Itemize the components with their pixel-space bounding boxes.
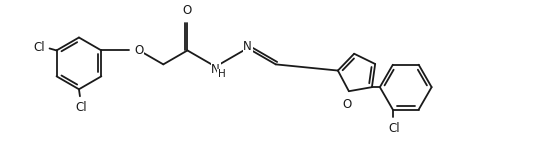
- Text: O: O: [134, 44, 144, 57]
- Text: N: N: [211, 63, 220, 76]
- Text: Cl: Cl: [33, 41, 44, 54]
- Text: N: N: [243, 40, 252, 53]
- Text: Cl: Cl: [388, 122, 399, 135]
- Text: Cl: Cl: [75, 101, 87, 114]
- Text: O: O: [342, 98, 351, 111]
- Text: O: O: [183, 4, 192, 17]
- Text: H: H: [218, 69, 225, 79]
